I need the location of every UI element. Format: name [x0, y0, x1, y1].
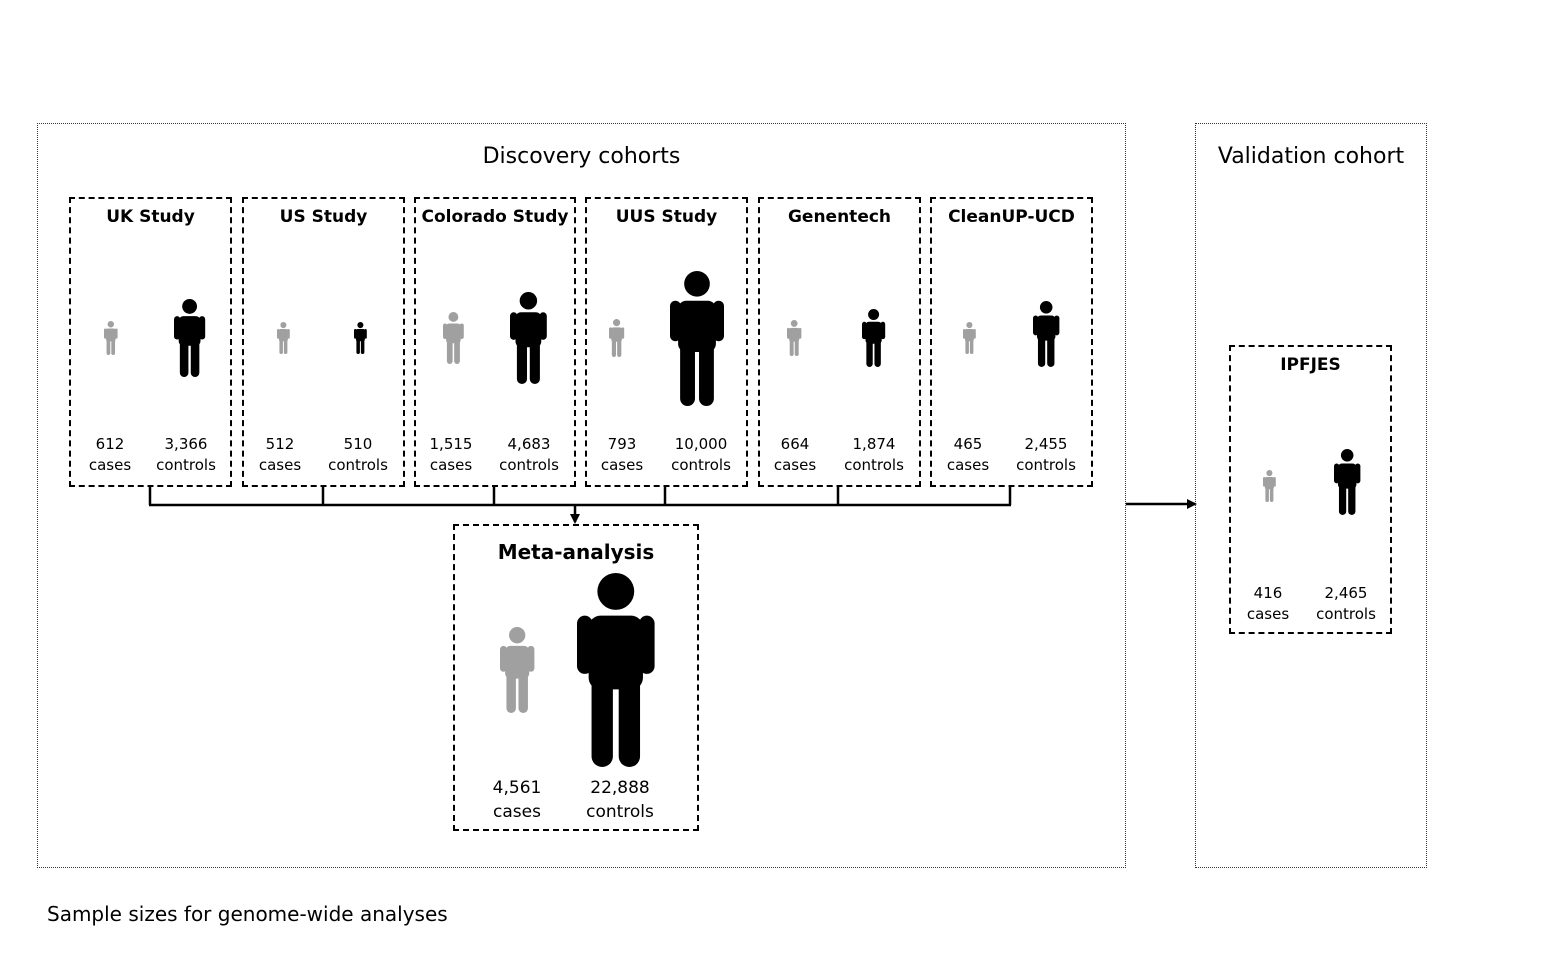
controls-label: 2,455 controls	[986, 434, 1106, 476]
cases-person-icon	[609, 319, 625, 357]
controls-label-count: 10,000	[674, 435, 728, 453]
cases-person-icon	[1262, 470, 1276, 502]
controls-label-word: controls	[671, 456, 731, 474]
study-title: Genentech	[787, 207, 892, 227]
cases-label-count: 416	[1253, 584, 1283, 602]
cases-person-icon	[276, 322, 290, 354]
study-title: UK Study	[106, 207, 195, 227]
controls-label: 22,888 controls	[560, 776, 680, 824]
cases-label: 4,561 cases	[457, 776, 577, 824]
cases-label: 512 cases	[220, 434, 340, 476]
controls-label: 10,000 controls	[641, 434, 761, 476]
cases-label-count: 4,561	[492, 778, 542, 798]
controls-label: 4,683 controls	[469, 434, 589, 476]
meta-analysis-box: Meta-analysis	[453, 524, 699, 831]
controls-label: 1,874 controls	[814, 434, 934, 476]
cases-person-icon	[786, 320, 802, 356]
controls-person-icon	[577, 573, 655, 767]
cases-label-word: cases	[429, 456, 473, 474]
validation-title: Validation cohort	[1217, 144, 1405, 169]
cases-label: 664 cases	[735, 434, 855, 476]
cases-label-word: cases	[773, 456, 817, 474]
cases-label: 416 cases	[1208, 583, 1328, 625]
controls-label-word: controls	[1316, 605, 1376, 623]
cases-label: 465 cases	[908, 434, 1028, 476]
study-title: UUS Study	[615, 207, 718, 227]
cases-label-count: 793	[607, 435, 637, 453]
cases-label-word: cases	[493, 802, 541, 822]
study-box-colorado: Colorado Study	[414, 197, 576, 487]
controls-label-word: controls	[586, 802, 654, 822]
controls-person-icon	[174, 299, 206, 377]
controls-label-count: 2,455	[1024, 435, 1068, 453]
validation-study-title: IPFJES	[1280, 355, 1341, 375]
cases-label: 612 cases	[50, 434, 170, 476]
discovery-panel: Discovery cohorts	[37, 123, 1126, 868]
controls-label-word: controls	[1016, 456, 1076, 474]
cases-label: 1,515 cases	[391, 434, 511, 476]
study-box-genentech: Genentech	[758, 197, 921, 487]
cases-label-word: cases	[88, 456, 132, 474]
study-box-us: US Study	[242, 197, 405, 487]
controls-label-word: controls	[499, 456, 559, 474]
controls-label-word: controls	[844, 456, 904, 474]
controls-label-count: 510	[343, 435, 373, 453]
controls-label-count: 22,888	[590, 778, 650, 798]
cases-person-icon	[499, 627, 535, 713]
cases-label-word: cases	[258, 456, 302, 474]
cases-label-count: 465	[953, 435, 983, 453]
validation-study-box: IPFJES	[1229, 345, 1392, 634]
cases-label-count: 664	[780, 435, 810, 453]
controls-person-icon	[1333, 449, 1361, 515]
cases-label-word: cases	[600, 456, 644, 474]
validation-panel: Validation cohort	[1195, 123, 1427, 868]
discovery-title: Discovery cohorts	[482, 144, 681, 169]
cases-person-icon	[104, 321, 118, 355]
controls-label: 510 controls	[298, 434, 418, 476]
figure-caption: Sample sizes for genome-wide analyses	[47, 902, 448, 926]
meta-analysis-title: Meta-analysis	[497, 540, 655, 564]
controls-person-icon	[509, 292, 547, 384]
controls-label-count: 3,366	[164, 435, 208, 453]
controls-label: 2,465 controls	[1286, 583, 1406, 625]
study-title: CleanUP-UCD	[948, 207, 1075, 227]
study-title: Colorado Study	[421, 207, 569, 227]
study-box-cleanup-ucd: CleanUP-UCD	[930, 197, 1093, 487]
controls-label-count: 2,465	[1324, 584, 1368, 602]
cases-person-icon	[442, 312, 464, 364]
controls-person-icon	[1032, 301, 1060, 367]
controls-label: 3,366 controls	[126, 434, 246, 476]
study-title: US Study	[279, 207, 368, 227]
cases-label-word: cases	[946, 456, 990, 474]
cases-label-word: cases	[1246, 605, 1290, 623]
controls-person-icon	[353, 322, 367, 354]
controls-label-count: 4,683	[507, 435, 551, 453]
controls-label-word: controls	[328, 456, 388, 474]
controls-person-icon	[862, 309, 886, 367]
study-box-uk: UK Study	[69, 197, 232, 487]
cases-label: 793 cases	[562, 434, 682, 476]
cases-label-count: 612	[95, 435, 125, 453]
cases-label-count: 1,515	[429, 435, 473, 453]
controls-person-icon	[670, 270, 724, 406]
study-box-uus: UUS Study	[585, 197, 748, 487]
controls-label-count: 1,874	[852, 435, 896, 453]
cases-label-count: 512	[265, 435, 295, 453]
controls-label-word: controls	[156, 456, 216, 474]
cases-person-icon	[962, 322, 976, 354]
